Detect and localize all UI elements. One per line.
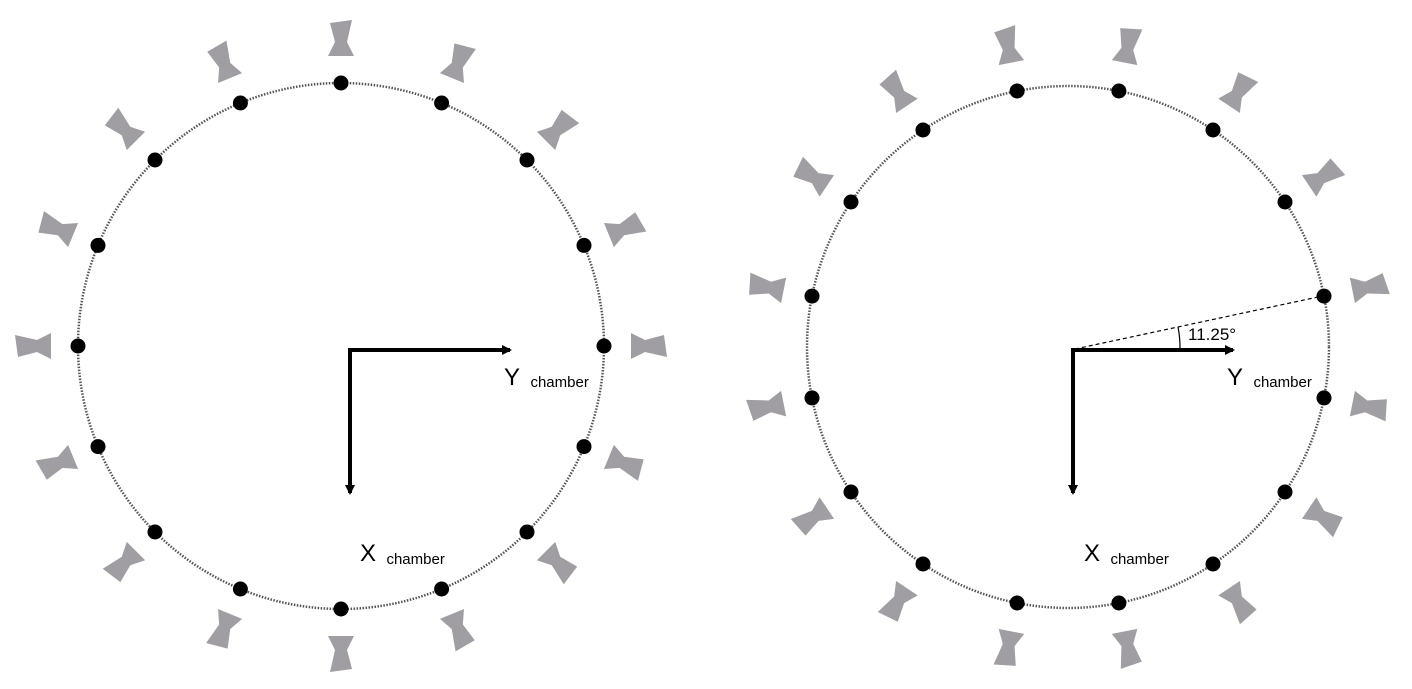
right-x-axis-label: X chamber xyxy=(1084,540,1169,568)
sensor-icon xyxy=(631,333,667,359)
sensor-icon xyxy=(38,211,79,248)
sensor-icon xyxy=(1301,497,1343,538)
electrode-dot xyxy=(333,601,349,617)
right-sensors xyxy=(746,25,1390,669)
sensor-icon xyxy=(749,272,787,304)
electrode-dot xyxy=(519,524,535,540)
sensor-icon xyxy=(1111,628,1142,669)
left-electrodes xyxy=(70,75,612,617)
angle-arc xyxy=(1177,326,1181,350)
left-sensors xyxy=(15,20,667,672)
sensor-icon xyxy=(1301,158,1346,197)
sensor-icon xyxy=(793,156,835,197)
sensor-icon xyxy=(439,608,475,652)
electrode-dot xyxy=(843,484,859,500)
electrode-dot xyxy=(804,288,820,304)
sensor-icon xyxy=(746,390,787,421)
sensor-icon xyxy=(877,580,918,622)
electrode-dot xyxy=(90,237,106,253)
electrode-dot xyxy=(1205,556,1221,572)
electrode-dot xyxy=(1316,288,1332,304)
sensor-icon xyxy=(994,25,1025,66)
electrode-dot xyxy=(804,390,820,406)
electrode-dot xyxy=(434,95,450,111)
sensor-icon xyxy=(104,107,146,151)
sensor-icon xyxy=(603,444,644,481)
electrode-dot xyxy=(1111,83,1127,99)
sensor-icon xyxy=(206,608,243,649)
electrode-dot xyxy=(1009,595,1025,611)
angle-label: 11.25° xyxy=(1188,325,1236,344)
sensor-icon xyxy=(879,69,918,114)
electrode-dot xyxy=(232,95,248,111)
sensor-icon xyxy=(439,43,476,84)
panel-right: 11.25° Y chamber X chamber xyxy=(746,25,1390,669)
sensor-icon xyxy=(536,541,578,585)
left-x-axis-label: X chamber xyxy=(360,540,445,568)
sensor-icon xyxy=(1111,28,1143,66)
electrode-dot xyxy=(843,194,859,210)
electrode-dot xyxy=(1111,595,1127,611)
sensor-icon xyxy=(1218,580,1257,625)
electrode-dot xyxy=(1009,83,1025,99)
electrode-dot xyxy=(1205,122,1221,138)
sensor-icon xyxy=(1218,72,1259,114)
sensor-icon xyxy=(993,628,1025,666)
electrode-dot xyxy=(576,439,592,455)
electrode-dot xyxy=(70,338,86,354)
electrode-dot xyxy=(915,556,931,572)
sensor-icon xyxy=(207,40,243,84)
sensor-icon xyxy=(1349,390,1387,422)
electrode-dot xyxy=(434,581,450,597)
electrode-dot xyxy=(90,439,106,455)
sensor-icon xyxy=(35,444,79,480)
sensor-icon xyxy=(15,333,51,359)
electrode-dot xyxy=(519,152,535,168)
right-y-axis-label: Y chamber xyxy=(1227,364,1312,391)
electrode-dot xyxy=(147,524,163,540)
sensor-icon xyxy=(603,212,647,248)
sensor-icon xyxy=(328,20,354,56)
sensor-icon xyxy=(102,541,146,583)
sensor-icon xyxy=(328,636,354,672)
panel-left: Y chamber X chamber xyxy=(15,20,667,672)
electrode-dot xyxy=(1277,194,1293,210)
electrode-dot xyxy=(915,122,931,138)
electrode-dot xyxy=(1316,390,1332,406)
sensor-icon xyxy=(536,109,580,151)
electrode-dot xyxy=(232,581,248,597)
left-y-axis-label: Y chamber xyxy=(504,364,589,391)
sensor-icon xyxy=(790,497,835,536)
electrode-dot xyxy=(147,152,163,168)
right-ring xyxy=(805,84,1331,610)
electrode-dot xyxy=(1277,484,1293,500)
sensor-icon xyxy=(1349,273,1390,304)
electrode-dot xyxy=(596,338,612,354)
right-electrodes xyxy=(804,83,1332,611)
electrode-dot xyxy=(333,75,349,91)
electrode-dot xyxy=(576,237,592,253)
